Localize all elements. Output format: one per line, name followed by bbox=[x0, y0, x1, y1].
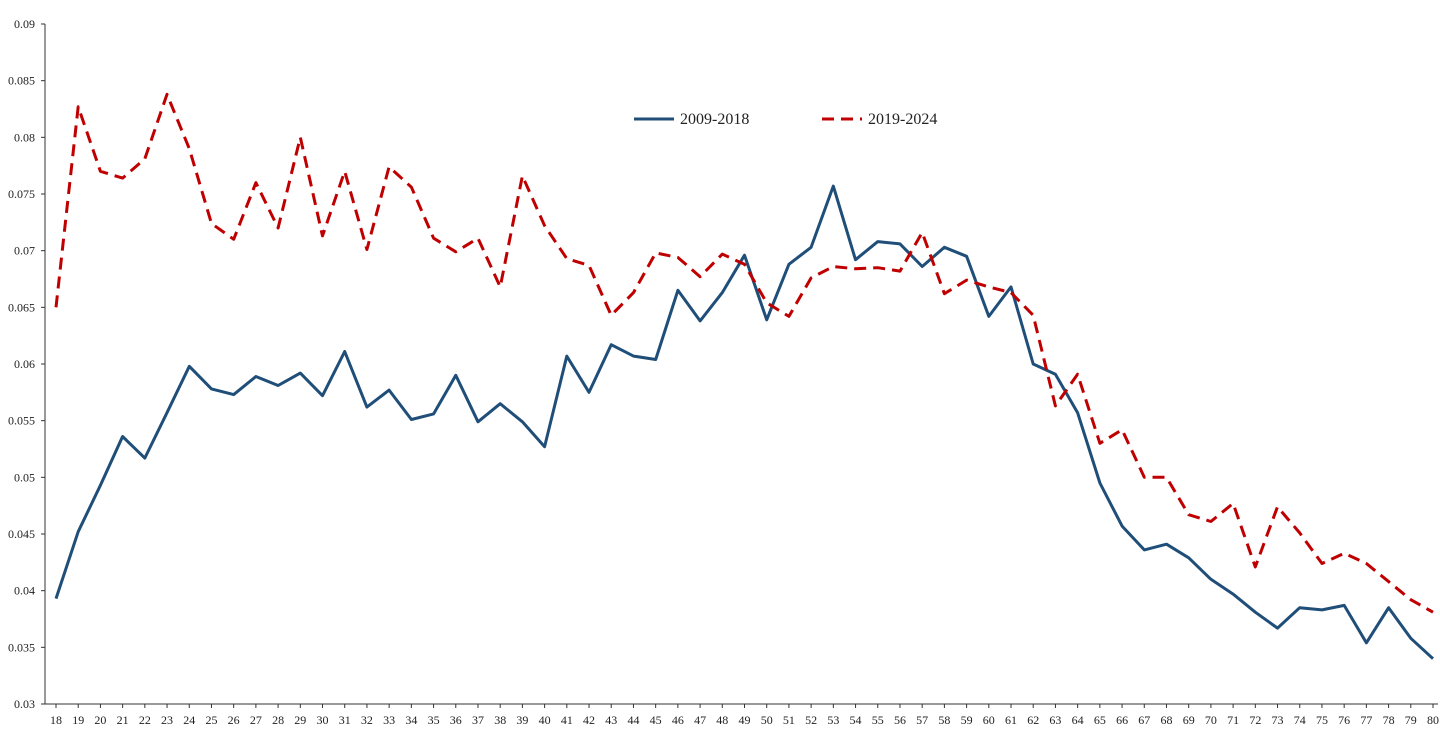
x-tick-label: 24 bbox=[183, 713, 195, 727]
x-tick-label: 35 bbox=[428, 713, 440, 727]
x-tick-label: 57 bbox=[916, 713, 928, 727]
x-tick-label: 34 bbox=[405, 713, 417, 727]
x-axis: 18 19 20 21 22 23 24 25 26 27 28 29 30 31 32 33 34 35 36 37… bbox=[45, 703, 1439, 727]
x-tick-label: 79 bbox=[1405, 713, 1417, 727]
x-tick-label: 41 bbox=[561, 713, 573, 727]
x-tick-label: 18 bbox=[50, 713, 62, 727]
y-tick-label: 0.05 bbox=[14, 470, 35, 484]
x-tick-label: 71 bbox=[1227, 713, 1239, 727]
x-tick-label: 73 bbox=[1272, 713, 1284, 727]
x-tick-label: 48 bbox=[716, 713, 728, 727]
x-tick-label: 39 bbox=[516, 713, 528, 727]
series-line-2009-2018 bbox=[54, 184, 1435, 660]
x-tick-label: 62 bbox=[1027, 713, 1039, 727]
x-tick-label: 45 bbox=[650, 713, 662, 727]
x-tick-label: 80 bbox=[1427, 713, 1439, 727]
x-tick-label: 43 bbox=[605, 713, 617, 727]
x-tick-label: 42 bbox=[583, 713, 595, 727]
x-tick-label: 26 bbox=[228, 713, 240, 727]
y-tick-label: 0.08 bbox=[14, 130, 35, 144]
y-tick-label: 0.045 bbox=[8, 527, 35, 541]
x-tick-label: 64 bbox=[1072, 713, 1084, 727]
x-tick-label: 78 bbox=[1383, 713, 1395, 727]
x-tick-label: 37 bbox=[472, 713, 484, 727]
x-tick-label: 44 bbox=[627, 713, 639, 727]
x-tick-label: 20 bbox=[94, 713, 106, 727]
x-tick-label: 29 bbox=[294, 713, 306, 727]
x-tick-label: 66 bbox=[1116, 713, 1128, 727]
x-tick-label: 59 bbox=[961, 713, 973, 727]
x-tick-label: 32 bbox=[361, 713, 373, 727]
x-tick-label: 38 bbox=[494, 713, 506, 727]
x-tick-label: 46 bbox=[672, 713, 684, 727]
y-tick-label: 0.035 bbox=[8, 640, 35, 654]
x-tick-label: 51 bbox=[783, 713, 795, 727]
legend: 2009-2018 2019-2024 bbox=[634, 111, 937, 128]
y-tick-label: 0.055 bbox=[8, 414, 35, 428]
series-lines bbox=[54, 92, 1435, 660]
x-tick-label: 25 bbox=[205, 713, 217, 727]
x-tick-label: 40 bbox=[539, 713, 551, 727]
x-tick-label: 67 bbox=[1138, 713, 1150, 727]
x-tick-label: 55 bbox=[872, 713, 884, 727]
legend-label-2009-2018: 2009-2018 bbox=[680, 111, 749, 128]
x-tick-label: 28 bbox=[272, 713, 284, 727]
x-tick-label: 61 bbox=[1005, 713, 1017, 727]
y-tick-label: 0.06 bbox=[14, 357, 35, 371]
legend-label-2019-2024: 2019-2024 bbox=[868, 111, 937, 128]
y-tick-label: 0.04 bbox=[14, 584, 35, 598]
x-tick-label: 60 bbox=[983, 713, 995, 727]
y-tick-label: 0.03 bbox=[14, 697, 35, 711]
y-axis: 0.03 0.035 0.04 0.045 0.05 0.055 0.06 0.065 0.07… bbox=[8, 17, 46, 711]
x-tick-label: 47 bbox=[694, 713, 706, 727]
x-tick-label: 56 bbox=[894, 713, 906, 727]
x-tick-label: 75 bbox=[1316, 713, 1328, 727]
y-tick-label: 0.065 bbox=[8, 300, 35, 314]
x-tick-label: 54 bbox=[850, 713, 862, 727]
series-line-2019-2024 bbox=[54, 92, 1434, 614]
x-tick-label: 72 bbox=[1249, 713, 1261, 727]
x-tick-label: 50 bbox=[761, 713, 773, 727]
x-tick-label: 70 bbox=[1205, 713, 1217, 727]
y-tick-label: 0.07 bbox=[14, 244, 35, 258]
y-tick-label: 0.085 bbox=[8, 74, 35, 88]
x-tick-label: 27 bbox=[250, 713, 262, 727]
x-tick-label: 23 bbox=[161, 713, 173, 727]
x-tick-label: 77 bbox=[1360, 713, 1372, 727]
x-tick-label: 76 bbox=[1338, 713, 1350, 727]
x-tick-label: 52 bbox=[805, 713, 817, 727]
x-tick-label: 65 bbox=[1094, 713, 1106, 727]
x-tick-label: 22 bbox=[139, 713, 151, 727]
x-tick-label: 21 bbox=[117, 713, 129, 727]
x-tick-label: 74 bbox=[1294, 713, 1306, 727]
x-tick-label: 58 bbox=[938, 713, 950, 727]
y-tick-label: 0.09 bbox=[14, 17, 35, 31]
y-tick-label: 0.075 bbox=[8, 187, 35, 201]
x-tick-label: 30 bbox=[317, 713, 329, 727]
x-tick-label: 31 bbox=[339, 713, 351, 727]
x-tick-label: 49 bbox=[739, 713, 751, 727]
x-tick-label: 33 bbox=[383, 713, 395, 727]
x-tick-label: 68 bbox=[1160, 713, 1172, 727]
x-tick-label: 36 bbox=[450, 713, 462, 727]
x-tick-label: 63 bbox=[1049, 713, 1061, 727]
x-tick-label: 53 bbox=[827, 713, 839, 727]
x-tick-label: 19 bbox=[72, 713, 84, 727]
x-tick-label: 69 bbox=[1183, 713, 1195, 727]
